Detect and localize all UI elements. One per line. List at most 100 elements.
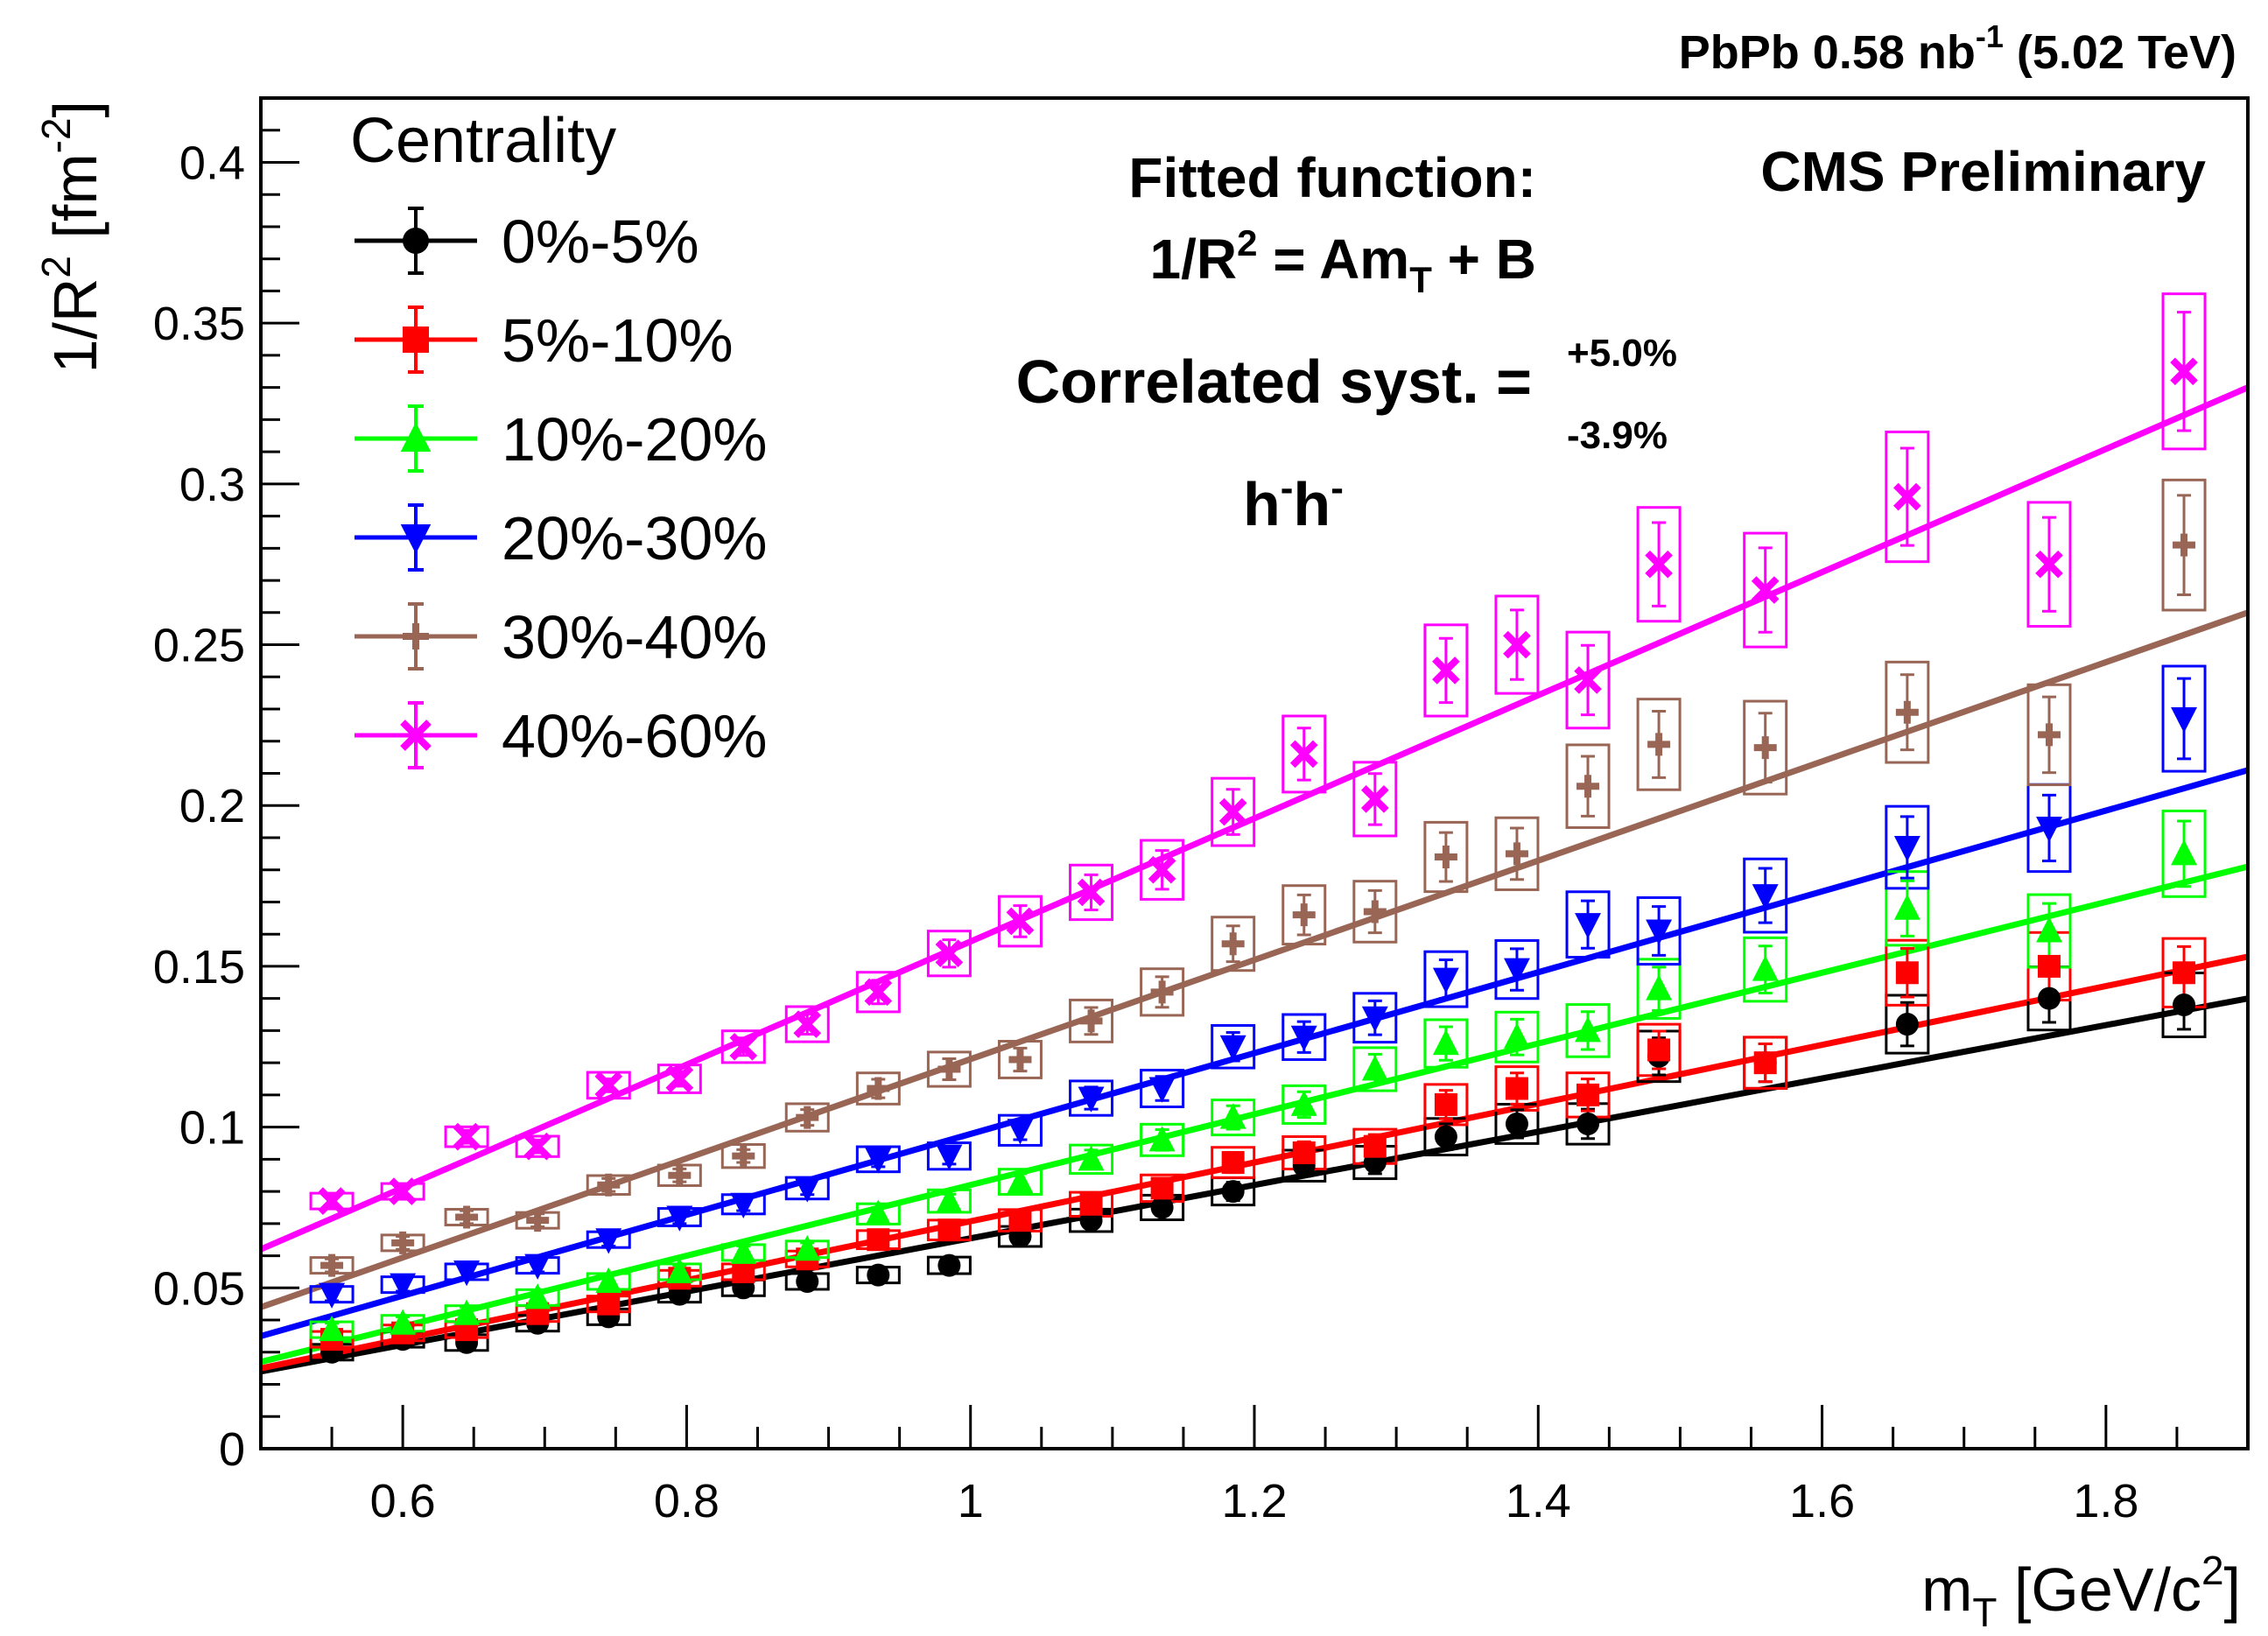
- data-point: [865, 1199, 892, 1225]
- data-point: [1006, 907, 1035, 936]
- data-point: [524, 1283, 551, 1310]
- data-point: [864, 978, 893, 1007]
- legend-marker: [400, 422, 432, 452]
- syst-box: [1743, 699, 1788, 796]
- syst-box: [1636, 698, 1682, 791]
- syst-box: [1352, 761, 1398, 838]
- legend-label: 10%-20%: [502, 405, 768, 474]
- data-point: [1647, 1038, 1671, 1062]
- syst-box: [1211, 916, 1256, 972]
- syst-box: [1423, 820, 1469, 894]
- syst-box: [1140, 1122, 1185, 1157]
- syst-box: [2161, 809, 2207, 898]
- legend-marker: [403, 623, 429, 649]
- data-point: [1432, 1029, 1459, 1056]
- data-point: [1895, 961, 1919, 985]
- data-point: [1647, 733, 1671, 756]
- data-point: [666, 1205, 693, 1232]
- data-point: [1434, 846, 1457, 869]
- data-point: [1219, 1103, 1246, 1129]
- syst-box: [720, 1142, 766, 1169]
- data-point: [2173, 994, 2196, 1017]
- data-point: [523, 1132, 552, 1161]
- data-point: [1646, 974, 1673, 1001]
- syst-box: [1636, 895, 1682, 966]
- data-point: [597, 1173, 621, 1197]
- syst-box: [926, 1050, 972, 1088]
- data-point: [936, 1186, 963, 1213]
- legend-marker: [403, 228, 429, 254]
- syst-box: [1211, 776, 1256, 847]
- data-point: [1077, 878, 1106, 907]
- data-point: [1893, 835, 1920, 862]
- data-point: [1575, 1016, 1601, 1043]
- syst-box: [657, 1064, 702, 1094]
- data-point: [1221, 932, 1245, 956]
- data-point: [867, 1077, 890, 1100]
- data-point: [1219, 1035, 1246, 1062]
- axis-ticks: [259, 96, 2250, 1450]
- syst-box: [309, 1191, 355, 1211]
- data-point: [1895, 1013, 1919, 1036]
- x-tick-label: 1.2: [1221, 1475, 1287, 1527]
- data-point: [1752, 955, 1779, 981]
- x-tick-label: 1.4: [1506, 1475, 1571, 1527]
- data-point: [867, 1263, 890, 1287]
- syst-down: -3.9%: [1567, 414, 1668, 457]
- data-point: [1361, 1055, 1388, 1081]
- data-point: [796, 1269, 819, 1293]
- data-point: [1007, 1167, 1034, 1194]
- syst-box: [1423, 623, 1469, 718]
- data-point: [1360, 785, 1389, 813]
- syst-box: [1565, 1003, 1611, 1058]
- syst-box: [444, 1125, 489, 1148]
- data-point: [318, 1187, 346, 1215]
- data-point: [1361, 1006, 1388, 1032]
- data-point: [937, 1057, 961, 1081]
- syst-box: [586, 1071, 631, 1100]
- syst-box: [784, 1102, 830, 1133]
- data-point: [1148, 1126, 1176, 1152]
- data-point: [2038, 723, 2061, 747]
- syst-box: [1494, 1010, 1540, 1064]
- syst-box: [1423, 1018, 1469, 1069]
- syst-box: [997, 1040, 1043, 1079]
- data-point: [1289, 740, 1318, 769]
- syst-box: [1211, 1023, 1256, 1070]
- syst-box: [2026, 683, 2072, 787]
- data-point: [732, 1260, 755, 1283]
- syst-box: [1494, 594, 1540, 695]
- data-point: [2173, 961, 2196, 985]
- syst-box: [1636, 958, 1682, 1020]
- data-point: [2036, 916, 2062, 943]
- syst-box: [1352, 1046, 1398, 1092]
- legend: Centrality 0%-5% 5%-10% 10%-20% 20%-30% 30%-…: [350, 106, 768, 770]
- syst-box: [1565, 630, 1611, 730]
- data-point: [1079, 1009, 1103, 1033]
- syst-box: [1423, 950, 1469, 1008]
- syst-box: [2026, 501, 2072, 628]
- syst-box: [1743, 1036, 1788, 1090]
- syst-box: [1743, 531, 1788, 649]
- x-tick-label: 0.8: [654, 1475, 720, 1527]
- header-label: PbPb 0.58 nb-1 (5.02 TeV): [1679, 18, 2236, 79]
- x-tick-label: 1: [958, 1475, 984, 1527]
- syst-box: [997, 1113, 1043, 1147]
- data-point: [1505, 842, 1528, 866]
- data-point: [1148, 855, 1176, 884]
- data-point: [2035, 550, 2063, 579]
- y-axis-title: 1/R2 [fm-2]: [33, 101, 109, 374]
- syst-box: [1140, 1069, 1185, 1109]
- x-axis-title: mT [GeV/c2]: [1921, 1548, 2241, 1635]
- data-point: [2171, 707, 2197, 734]
- legend-label: 40%-60%: [502, 702, 768, 770]
- syst-box: [515, 1134, 560, 1158]
- x-tick-label: 1.6: [1789, 1475, 1855, 1527]
- data-point: [1752, 884, 1779, 910]
- data-point: [935, 939, 964, 968]
- tick-labels: 0 0.05 0.1 0.15 0.2 0.25 0.3 0.35 0.4 0.6 0.8 1 1.2 1…: [153, 137, 2139, 1527]
- data-point: [455, 1205, 479, 1229]
- data-point: [1434, 1125, 1457, 1148]
- data-point: [1290, 1025, 1317, 1052]
- syst-box: [1494, 816, 1540, 891]
